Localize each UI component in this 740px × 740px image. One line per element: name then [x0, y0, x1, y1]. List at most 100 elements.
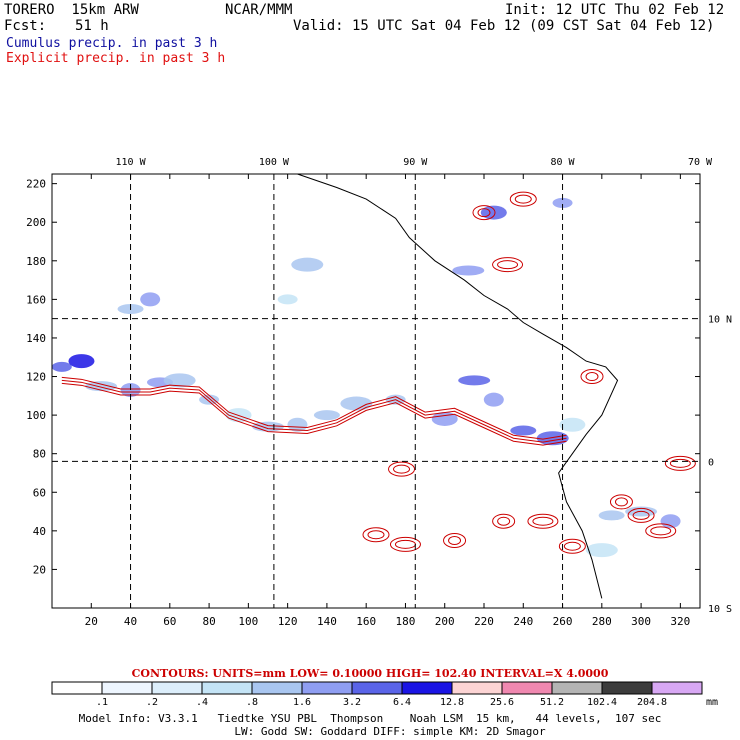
explicit-cell-contour [664, 455, 696, 471]
cumulus-cell [120, 383, 141, 398]
y-tick-label: 40 [33, 525, 46, 538]
explicit-cell-contour [527, 513, 559, 529]
cumulus-cell [68, 354, 95, 369]
cumulus-cell [252, 421, 284, 432]
explicit-cell-contour [367, 530, 385, 540]
explicit-band-contour [61, 382, 567, 446]
explicit-cell-contour [497, 260, 519, 270]
explicit-cell-contour [580, 369, 604, 385]
explicit-cell-contour [669, 458, 691, 468]
colorbar-swatch [651, 681, 703, 695]
x-tick-label: 260 [553, 615, 573, 628]
colorbar-label: 12.8 [440, 697, 464, 708]
cumulus-cell [660, 514, 681, 529]
explicit-cell-contour [477, 208, 491, 218]
explicit-cell-contour [388, 461, 416, 477]
explicit-cell-contour [558, 538, 586, 554]
colorbar-label: .4 [196, 697, 208, 708]
physics-info-line: LW: Godd SW: Goddard DIFF: simple KM: 2D… [234, 725, 546, 738]
explicit-cell-contour [632, 510, 650, 520]
colorbar-swatch [201, 681, 253, 695]
plot-frame [51, 173, 701, 609]
explicit-cell-contour [514, 194, 532, 204]
y-tick-label: 20 [33, 563, 46, 576]
y-tick-label: 80 [33, 448, 46, 461]
valid-time: Valid: 15 UTC Sat 04 Feb 12 (09 CST Sat … [293, 18, 715, 34]
colorbar-label: 102.4 [587, 697, 617, 708]
y-tick-label: 160 [26, 293, 46, 306]
lat-label: 10 N [708, 315, 732, 326]
cumulus-cell [431, 411, 458, 426]
x-tick-label: 80 [202, 615, 215, 628]
cumulus-cell [291, 257, 324, 272]
explicit-cell-contour [362, 527, 390, 543]
y-tick-label: 100 [26, 409, 46, 422]
colorbar-swatch [451, 681, 503, 695]
init-time: Init: 12 UTC Thu 02 Feb 12 [505, 2, 725, 18]
colorbar-label: 204.8 [637, 697, 667, 708]
explicit-cell-contour [497, 516, 511, 526]
colorbar-label: .1 [96, 697, 108, 708]
lon-label: 110 W [115, 157, 146, 168]
lon-label: 90 W [403, 157, 428, 168]
x-tick-label: 320 [670, 615, 690, 628]
colorbar-swatch [551, 681, 603, 695]
y-tick-label: 220 [26, 178, 46, 191]
x-tick-label: 100 [238, 615, 258, 628]
x-tick-label: 140 [317, 615, 337, 628]
x-tick-label: 220 [474, 615, 494, 628]
explicit-cell-contour [585, 372, 599, 382]
y-tick-label: 180 [26, 255, 46, 268]
colorbar-unit: mm [706, 697, 718, 708]
explicit-cell-contour [627, 507, 655, 523]
colorbar-swatch [601, 681, 653, 695]
cumulus-cell [483, 392, 504, 407]
y-tick-label: 60 [33, 486, 46, 499]
cumulus-cell [452, 265, 485, 276]
x-tick-label: 200 [435, 615, 455, 628]
cumulus-cell [598, 510, 625, 521]
explicit-cell-contour [443, 532, 467, 548]
explicit-band-contour [61, 376, 567, 440]
lon-label: 70 W [688, 157, 713, 168]
explicit-cell-contour [609, 494, 633, 510]
plot-background [52, 174, 700, 608]
cumulus-cell [458, 375, 491, 386]
x-tick-label: 20 [85, 615, 98, 628]
lat-label: 0 [708, 457, 714, 468]
y-tick-label: 120 [26, 371, 46, 384]
x-tick-label: 60 [163, 615, 176, 628]
colorbar-label: 3.2 [343, 697, 361, 708]
explicit-cell-contour [614, 497, 628, 507]
x-tick-label: 300 [631, 615, 651, 628]
explicit-cell-contour [389, 536, 421, 552]
x-tick-label: 280 [592, 615, 612, 628]
cumulus-cell [277, 294, 298, 305]
cumulus-cell [585, 543, 618, 558]
colorbar-swatch [501, 681, 553, 695]
cumulus-cell [199, 394, 220, 405]
x-tick-label: 120 [278, 615, 298, 628]
coastline [297, 173, 619, 599]
cumulus-cell [480, 205, 507, 220]
fcst-label: Fcst: [4, 18, 47, 34]
colorbar-label: .2 [146, 697, 158, 708]
colorbar-label: 25.6 [490, 697, 514, 708]
colorbar-label: 1.6 [293, 697, 311, 708]
x-tick-label: 180 [396, 615, 416, 628]
explicit-cell-contour [448, 535, 462, 545]
explicit-cell-contour [492, 257, 524, 273]
explicit-band-contour [61, 379, 567, 443]
model-title: TORERO 15km ARW [4, 2, 139, 18]
explicit-cell-contour [650, 526, 672, 536]
x-tick-label: 40 [124, 615, 137, 628]
x-tick-label: 240 [513, 615, 533, 628]
cumulus-cell [163, 373, 196, 388]
lon-label: 80 W [550, 157, 575, 168]
colorbar-label: 51.2 [540, 697, 564, 708]
explicit-cell-contour [645, 523, 677, 539]
model-info-line: Model Info: V3.3.1 Tiedtke YSU PBL Thomp… [78, 712, 662, 725]
org-label: NCAR/MMM [225, 2, 293, 18]
explicit-cell-contour [472, 205, 496, 221]
cumulus-cell [340, 396, 373, 411]
